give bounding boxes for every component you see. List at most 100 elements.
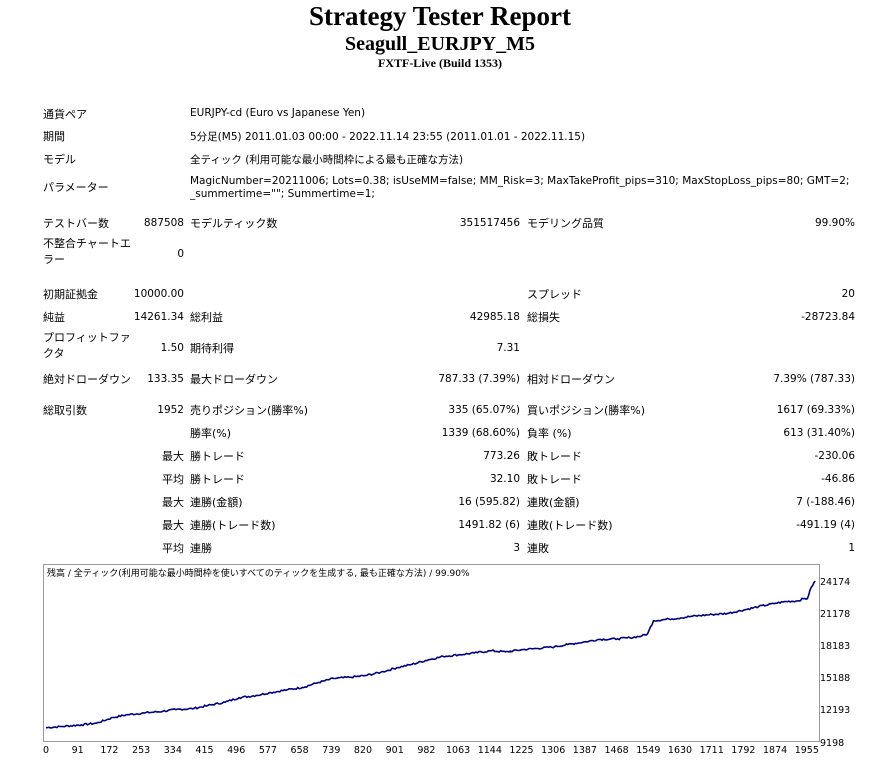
total-trades-value: 1952 [157,404,184,416]
avg-cons-wins-value: 3 [513,542,520,554]
long-positions-value: 1617 (69.33%) [776,404,855,416]
total-trades-label: 総取引数 [43,404,87,417]
avg-loss-value: -46.86 [821,473,855,485]
y-tick-label: 18183 [820,641,851,652]
report-build: FXTF-Live (Build 1353) [377,56,502,70]
x-tick-label: 1063 [446,745,471,756]
gross-loss-value: -28723.84 [801,311,855,323]
avg-cons-losses-label: 連敗 [527,542,549,555]
rel-drawdown-label: 相対ドローダウン [527,373,615,386]
deposit-label: 初期証拠金 [43,288,98,301]
x-tick-label: 1225 [509,745,534,756]
loss-rate-value: 613 (31.40%) [783,427,855,439]
avg-word-2: 平均 [162,542,184,555]
report-subtitle: Seagull_EURJPY_M5 [345,33,535,55]
x-tick-label: 982 [417,745,436,756]
largest-win-label: 勝トレード [190,450,245,463]
x-tick-label: 1468 [604,745,629,756]
largest-loss-label: 敗トレード [527,450,582,463]
period-value: 5分足(M5) 2011.01.03 00:00 - 2022.11.14 23… [190,131,586,143]
gross-profit-value: 42985.18 [469,311,520,323]
x-tick-label: 1792 [731,745,756,756]
short-positions-label: 売りポジション(勝率%) [190,404,309,417]
bars-label: テストバー数 [43,217,109,230]
spread-label: スプレッド [527,288,582,301]
x-tick-label: 1144 [477,745,502,756]
gross-loss-label: 総損失 [527,311,560,324]
x-tick-label: 496 [227,745,246,756]
balance-line [45,580,816,729]
x-tick-label: 1711 [699,745,724,756]
avg-cons-losses-value: 1 [848,542,855,554]
expected-label: 期待利得 [190,342,234,355]
x-tick-label: 1387 [572,745,597,756]
avg-word-1: 平均 [162,473,184,486]
quality-label: モデリング品質 [527,217,604,230]
x-tick-label: 253 [132,745,151,756]
params-line2: _summertime=""; Summertime=1; [190,188,375,200]
largest-win-value: 773.26 [483,450,520,462]
x-tick-label: 172 [100,745,119,756]
net-value: 14261.34 [133,311,184,323]
x-tick-label: 1630 [667,745,693,756]
bars-value: 887508 [143,217,184,229]
max-cons-losses-money-value: 7 (-188.46) [796,496,855,508]
abs-drawdown-value: 133.35 [147,373,184,385]
profit-factor-label: プロフィットファクタ [43,331,131,360]
y-tick-label: 24174 [820,577,851,588]
win-rate-value: 1339 (68.60%) [441,427,520,439]
avg-win-value: 32.10 [489,473,520,485]
max-word-3: 最大 [162,519,184,532]
balance-chart-svg [45,580,816,729]
max-drawdown-label: 最大ドローダウン [190,373,278,386]
max-cons-profit-value: 1491.82 (6) [458,519,520,531]
deposit-value: 10000.00 [133,288,184,300]
spread-value: 20 [841,288,855,300]
net-label: 純益 [43,311,65,324]
win-rate-label: 勝率(%) [190,427,232,440]
largest-loss-value: -230.06 [814,450,855,462]
max-word-1: 最大 [162,450,184,463]
model-label: モデル [43,153,76,166]
x-tick-label: 658 [290,745,309,756]
max-drawdown-value: 787.33 (7.39%) [438,373,520,385]
profit-factor-value: 1.50 [160,342,184,354]
x-tick-label: 1874 [763,745,788,756]
params-line1: MagicNumber=20211006; Lots=0.38; isUseMM… [190,175,850,187]
avg-loss-label: 敗トレード [527,473,582,486]
y-tick-label: 12193 [820,705,851,716]
y-tick-label: 15188 [820,673,851,684]
ticks-label: モデルティック数 [190,217,278,230]
mismatch-value: 0 [177,248,184,260]
expected-value: 7.31 [496,342,520,354]
x-tick-label: 1549 [636,745,661,756]
x-tick-label: 739 [322,745,341,756]
max-cons-profit-label: 連勝(トレード数) [190,519,276,532]
symbol-value: EURJPY-cd (Euro vs Japanese Yen) [190,107,366,119]
ticks-value: 351517456 [459,217,520,229]
x-tick-label: 334 [163,745,182,756]
x-tick-label: 415 [195,745,214,756]
y-tick-label: 21178 [820,609,851,620]
avg-win-label: 勝トレード [190,473,245,486]
loss-rate-label: 負率 (%) [527,427,572,440]
max-cons-wins-money-value: 16 (595.82) [458,496,520,508]
rel-drawdown-value: 7.39% (787.33) [773,373,855,385]
max-cons-loss-value: -491.19 (4) [796,519,855,531]
mismatch-label: 不整合チャートエラー [43,237,131,266]
max-cons-wins-money-label: 連勝(金額) [190,496,243,509]
x-tick-label: 820 [353,745,373,756]
quality-value: 99.90% [814,217,855,229]
x-tick-label: 577 [258,745,277,756]
max-word-2: 最大 [162,496,184,509]
x-tick-label: 91 [71,745,84,756]
max-cons-losses-money-label: 連敗(金額) [527,496,580,509]
abs-drawdown-label: 絶対ドローダウン [43,373,131,386]
model-value: 全ティック (利用可能な最小時間枠による最も正確な方法) [190,154,464,166]
long-positions-label: 買いポジション(勝率%) [527,404,646,417]
x-tick-label: 0 [42,745,50,756]
balance-chart [43,564,820,742]
x-tick-label: 1955 [794,745,819,756]
max-cons-loss-label: 連敗(トレード数) [527,519,613,532]
params-label: パラメーター [43,181,109,194]
